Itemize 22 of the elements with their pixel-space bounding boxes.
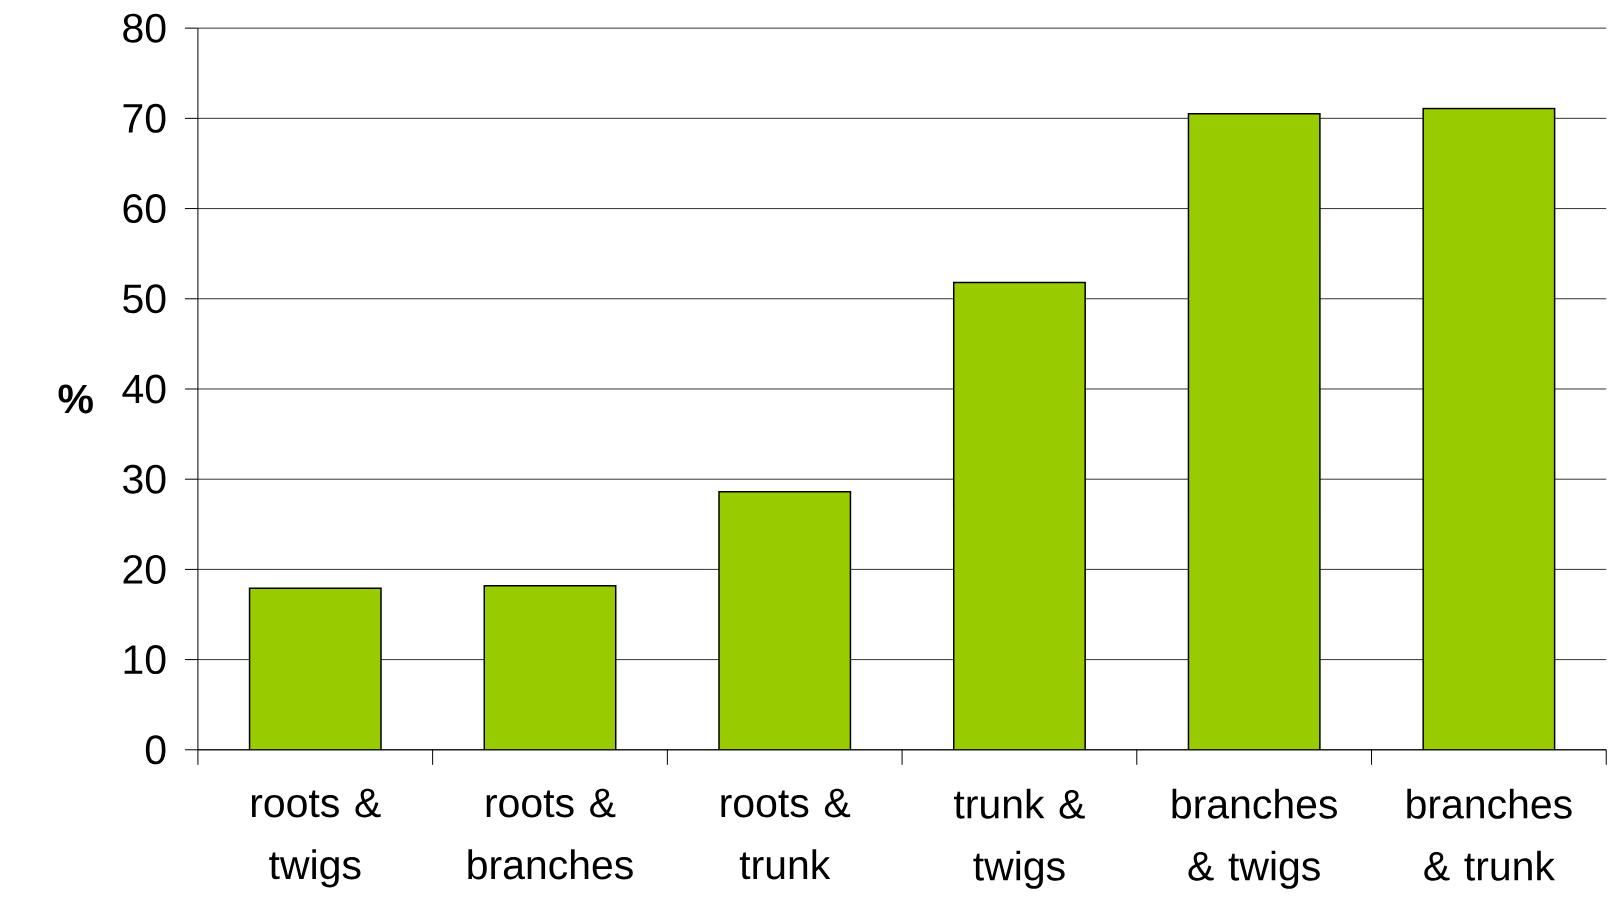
x-tick-label: branches & twigs bbox=[1172, 788, 1337, 889]
y-tick-label: 0 bbox=[145, 735, 166, 765]
y-tick-label: 40 bbox=[122, 374, 166, 404]
x-tick-label: roots & branches bbox=[468, 788, 633, 880]
bar bbox=[483, 585, 617, 750]
y-tick-label: 70 bbox=[123, 103, 166, 133]
bar bbox=[952, 281, 1086, 750]
bar bbox=[718, 491, 852, 750]
x-tick-label: trunk & twigs bbox=[954, 788, 1085, 889]
y-tick-label: 50 bbox=[123, 284, 166, 314]
x-tick-label: roots & trunk bbox=[721, 788, 851, 880]
y-tick-label: 30 bbox=[123, 464, 166, 494]
y-tick-label: 20 bbox=[123, 555, 166, 585]
bar bbox=[248, 587, 382, 750]
y-tick-label: 10 bbox=[124, 645, 166, 675]
x-tick-label: branches & trunk bbox=[1407, 788, 1572, 881]
y-tick-label: 60 bbox=[123, 194, 166, 224]
x-tick-label: roots & twigs bbox=[251, 788, 381, 888]
y-tick-label: 80 bbox=[123, 13, 166, 43]
bar bbox=[1422, 107, 1556, 750]
y-axis-title: % bbox=[58, 384, 93, 414]
bar bbox=[1187, 113, 1321, 750]
